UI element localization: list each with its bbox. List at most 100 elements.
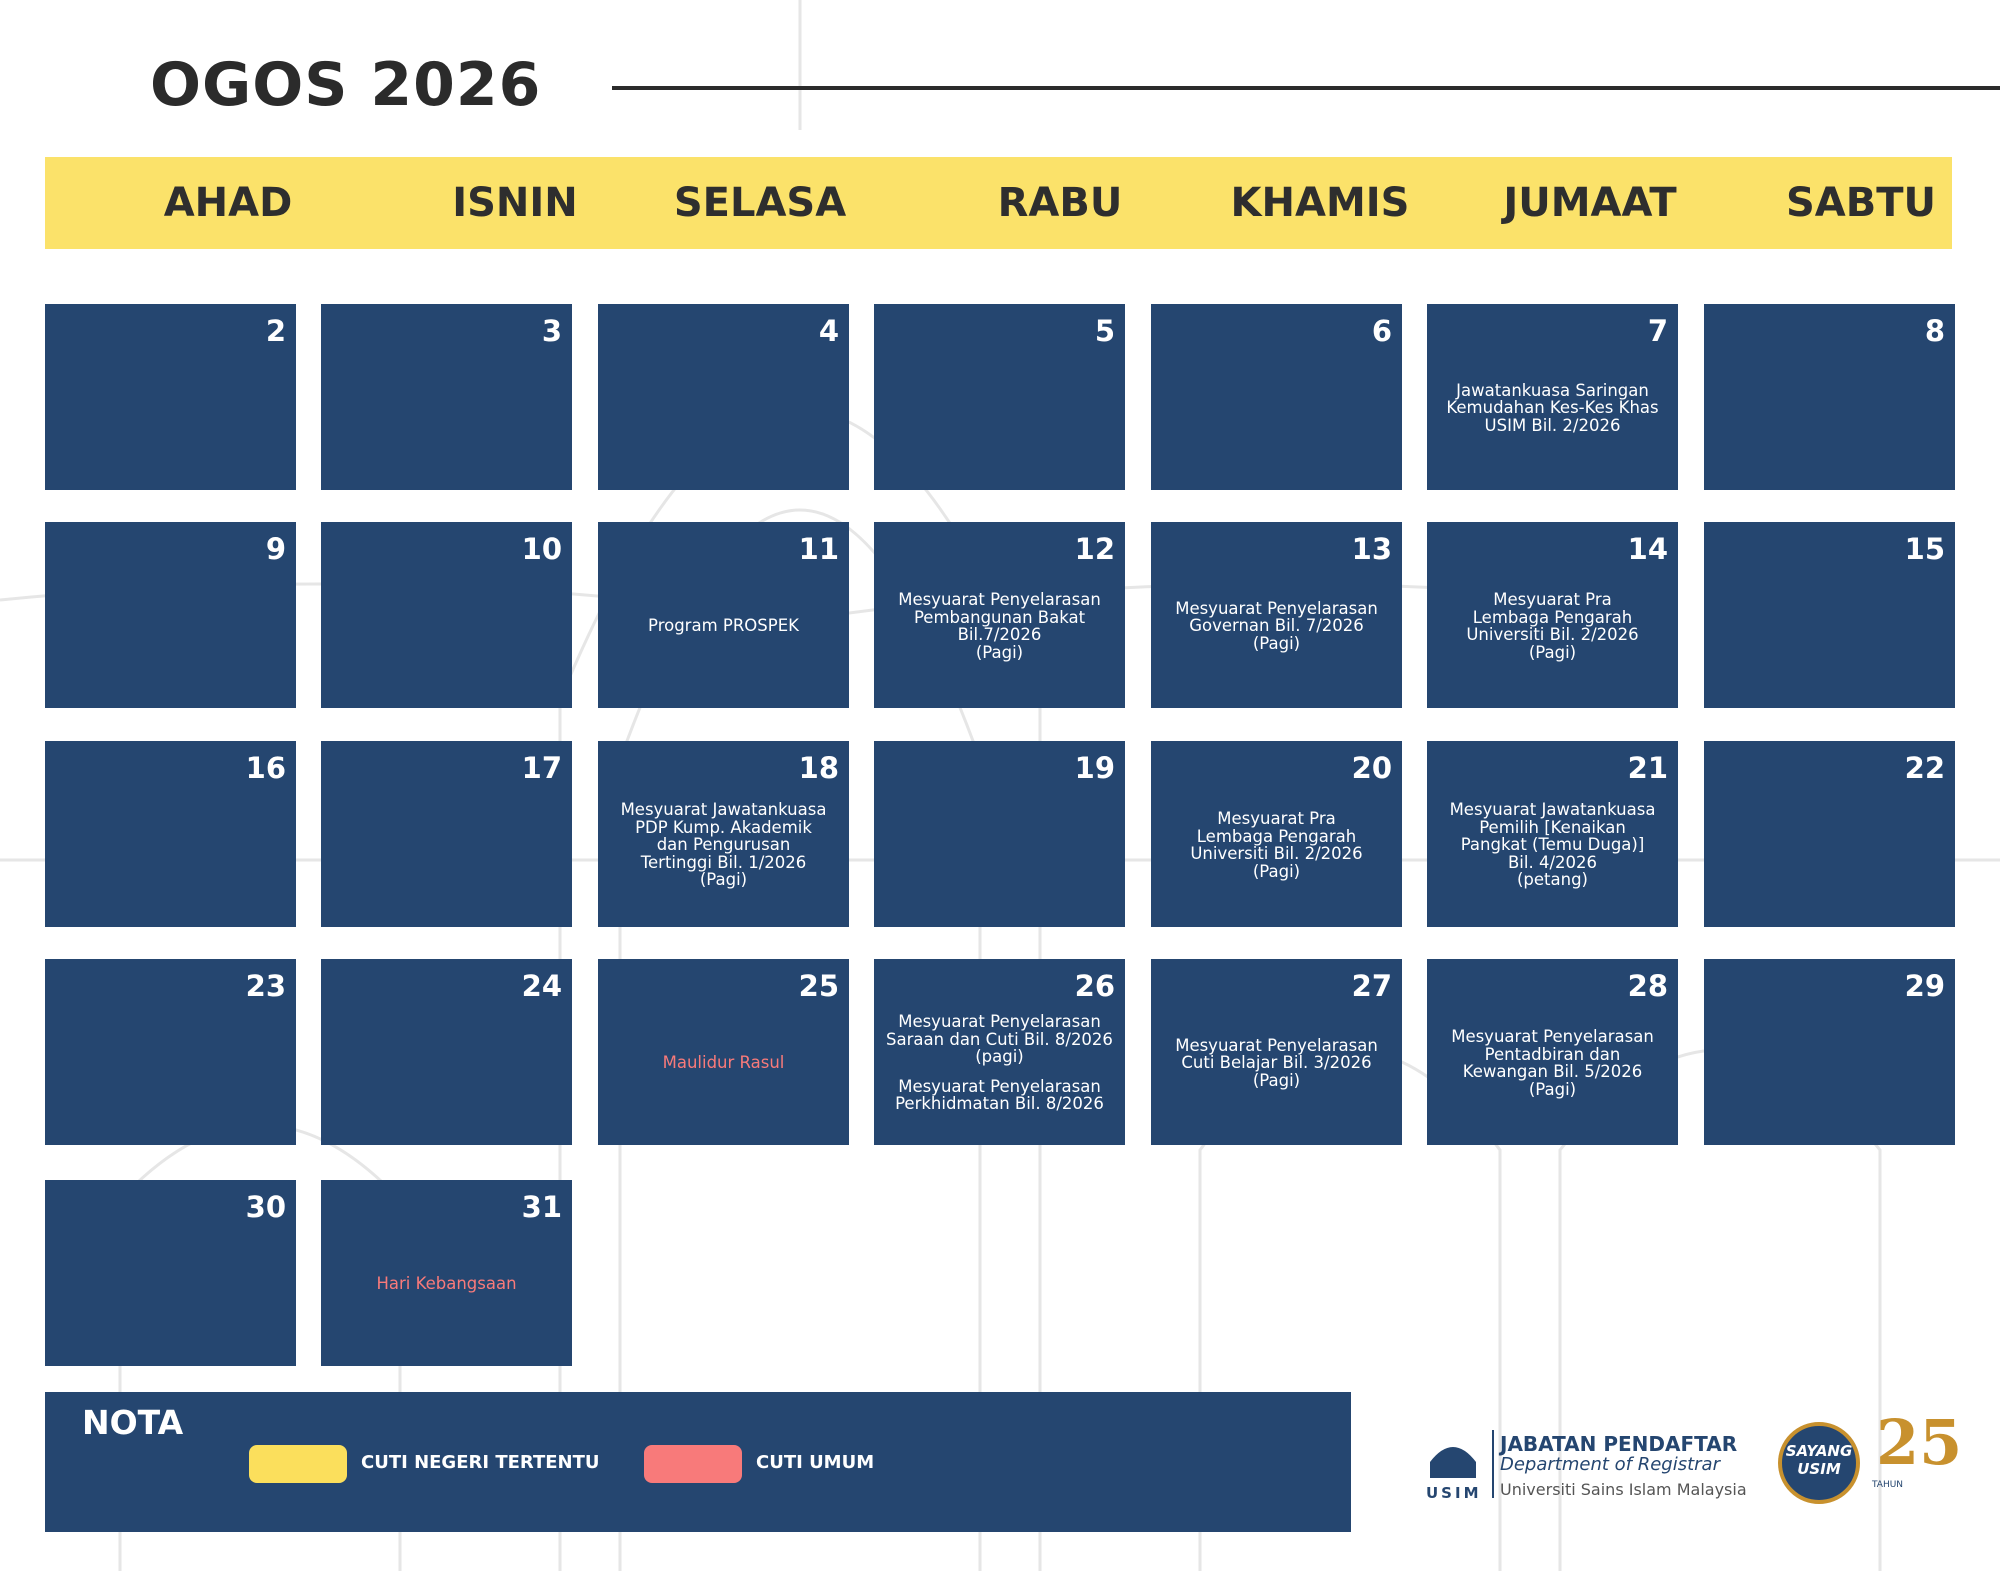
event-line: Mesyuarat Penyelarasan bbox=[1175, 598, 1378, 618]
day-number: 29 bbox=[1904, 969, 1945, 1003]
day-cell: 13 Mesyuarat Penyelarasan Governan Bil. 7/… bbox=[1151, 522, 1402, 708]
event-line: (Pagi) bbox=[699, 870, 748, 890]
day-cell: 31 Hari Kebangsaan bbox=[321, 1180, 572, 1366]
event-line: (pagi) bbox=[975, 1047, 1024, 1067]
weekday: SABTU bbox=[1785, 180, 1937, 226]
event-line: Jawatankuasa Saringan bbox=[1456, 380, 1649, 400]
day-number: 31 bbox=[521, 1190, 562, 1224]
day-number: 17 bbox=[521, 751, 562, 785]
day-number: 30 bbox=[245, 1190, 286, 1224]
logo-english: Department of Registrar bbox=[1500, 1454, 1720, 1475]
legend-label: CUTI UMUM bbox=[756, 1452, 875, 1473]
event-line: Pentadbiran dan bbox=[1484, 1044, 1621, 1064]
event-line: Universiti Bil. 2/2026 bbox=[1466, 625, 1639, 644]
event-line: Pemilih [Kenaikan bbox=[1479, 817, 1626, 837]
event-line: Mesyuarat Pra bbox=[1493, 590, 1612, 609]
day-number: 27 bbox=[1351, 969, 1392, 1003]
day-number: 25 bbox=[798, 969, 839, 1003]
day-cell: 25 Maulidur Rasul bbox=[598, 959, 849, 1145]
day-number: 28 bbox=[1627, 969, 1668, 1003]
event-line: Perkhidmatan Bil. 8/2026 bbox=[895, 1094, 1104, 1114]
day-cell: 16 bbox=[45, 741, 296, 927]
day-cell: 6 bbox=[1151, 304, 1402, 490]
logo-badge: SAYANG USIM bbox=[1778, 1422, 1860, 1504]
day-cell: 24 bbox=[321, 959, 572, 1145]
day-cell: 15 bbox=[1704, 522, 1955, 708]
event-line: PDP Kump. Akademik bbox=[635, 817, 812, 837]
event-line: Cuti Belajar Bil. 3/2026 bbox=[1181, 1053, 1372, 1073]
event-line: (Pagi) bbox=[1252, 1070, 1301, 1090]
badge-text: SAYANG bbox=[1785, 1442, 1853, 1460]
event-line: Mesyuarat Jawatankuasa bbox=[1449, 800, 1656, 820]
day-number: 9 bbox=[265, 532, 286, 566]
day-cell: 27 Mesyuarat Penyelarasan Cuti Belajar Bil… bbox=[1151, 959, 1402, 1145]
weekday: JUMAAT bbox=[1503, 180, 1677, 226]
day-number: 6 bbox=[1371, 314, 1392, 348]
day-cell: 3 bbox=[321, 304, 572, 490]
title-rule bbox=[612, 86, 2000, 90]
event-line: Kemudahan Kes-Kes Khas bbox=[1446, 398, 1659, 418]
day-cell: 12 Mesyuarat Penyelarasan Pembangunan Baka… bbox=[874, 522, 1125, 708]
event-line: Bil. 4/2026 bbox=[1507, 852, 1598, 872]
logo-emblem: USIM bbox=[1426, 1432, 1480, 1502]
day-cell: 11 Program PROSPEK bbox=[598, 522, 849, 708]
event-line: Bil.7/2026 bbox=[957, 625, 1042, 644]
day-number: 14 bbox=[1627, 532, 1668, 566]
event-line: Tertinggi Bil. 1/2026 bbox=[640, 852, 807, 872]
day-cell: 9 bbox=[45, 522, 296, 708]
weekday-bar bbox=[45, 157, 1952, 249]
day-number: 18 bbox=[798, 751, 839, 785]
day-cell: 4 bbox=[598, 304, 849, 490]
day-number: 21 bbox=[1627, 751, 1668, 785]
legend-label: CUTI NEGERI TERTENTU bbox=[361, 1452, 600, 1473]
event-line: Pangkat (Temu Duga)] bbox=[1460, 835, 1645, 855]
title: OGOS 2026 bbox=[150, 50, 542, 120]
event-line: Mesyuarat Jawatankuasa bbox=[620, 800, 827, 820]
day-cell: 21 Mesyuarat Jawatankuasa Pemilih [Kenaika… bbox=[1427, 741, 1678, 927]
day-number: 23 bbox=[245, 969, 286, 1003]
day-cell: 8 bbox=[1704, 304, 1955, 490]
event-line: dan Pengurusan bbox=[656, 835, 791, 855]
event-line: Mesyuarat Penyelarasan bbox=[898, 1076, 1101, 1096]
event-line: Mesyuarat Pra bbox=[1217, 809, 1336, 828]
day-cell: 10 bbox=[321, 522, 572, 708]
day-number: 13 bbox=[1351, 532, 1392, 566]
event-line: (Pagi) bbox=[1252, 633, 1301, 653]
logo-divider bbox=[1492, 1430, 1494, 1498]
day-number: 7 bbox=[1647, 314, 1668, 348]
logo-university: Universiti Sains Islam Malaysia bbox=[1500, 1480, 1747, 1499]
day-number: 8 bbox=[1924, 314, 1945, 348]
event: Mesyuarat Penyelarasan Saraan dan Cuti Bi… bbox=[886, 1013, 1113, 1066]
event-line: (Pagi) bbox=[1528, 1079, 1577, 1099]
event: Mesyuarat Penyelarasan Pembangunan Bakat B… bbox=[898, 591, 1101, 661]
weekday: KHAMIS bbox=[1230, 180, 1410, 226]
day-cell: 17 bbox=[321, 741, 572, 927]
day-cell: 29 bbox=[1704, 959, 1955, 1145]
day-number: 15 bbox=[1904, 532, 1945, 566]
event-line: (Pagi) bbox=[1528, 642, 1577, 662]
event-line: Program PROSPEK bbox=[648, 616, 799, 636]
legend-title: NOTA bbox=[82, 1403, 184, 1442]
event-line: Lembaga Pengarah bbox=[1196, 826, 1357, 846]
logo-short: USIM bbox=[1426, 1484, 1482, 1502]
event-line: Pembangunan Bakat bbox=[913, 607, 1086, 627]
event-line: Kewangan Bil. 5/2026 bbox=[1462, 1062, 1643, 1081]
event-line: Mesyuarat Penyelarasan bbox=[898, 1012, 1101, 1032]
event: Mesyuarat Pra Lembaga Pengarah Universiti … bbox=[1466, 591, 1638, 661]
holiday-event: Hari Kebangsaan bbox=[376, 1275, 516, 1293]
event-line: Mesyuarat Penyelarasan bbox=[1175, 1035, 1378, 1055]
event: Mesyuarat Penyelarasan Governan Bil. 7/20… bbox=[1175, 600, 1378, 653]
legend-swatch bbox=[249, 1445, 347, 1483]
day-cell: 22 bbox=[1704, 741, 1955, 927]
day-cell: 14 Mesyuarat Pra Lembaga Pengarah Universit… bbox=[1427, 522, 1678, 708]
day-cell: 28 Mesyuarat Penyelarasan Pentadbiran dan K… bbox=[1427, 959, 1678, 1145]
day-cell: 23 bbox=[45, 959, 296, 1145]
event: Mesyuarat Jawatankuasa Pemilih [Kenaikan P… bbox=[1450, 801, 1656, 889]
holiday-event: Maulidur Rasul bbox=[663, 1054, 785, 1072]
day-number: 16 bbox=[245, 751, 286, 785]
day-cell: 20 Mesyuarat Pra Lembaga Pengarah Universit… bbox=[1151, 741, 1402, 927]
event-line: Mesyuarat Penyelarasan bbox=[898, 590, 1101, 609]
event-line: Governan Bil. 7/2026 bbox=[1189, 616, 1364, 636]
day-cell: 26 Mesyuarat Penyelarasan Saraan dan Cuti … bbox=[874, 959, 1125, 1145]
